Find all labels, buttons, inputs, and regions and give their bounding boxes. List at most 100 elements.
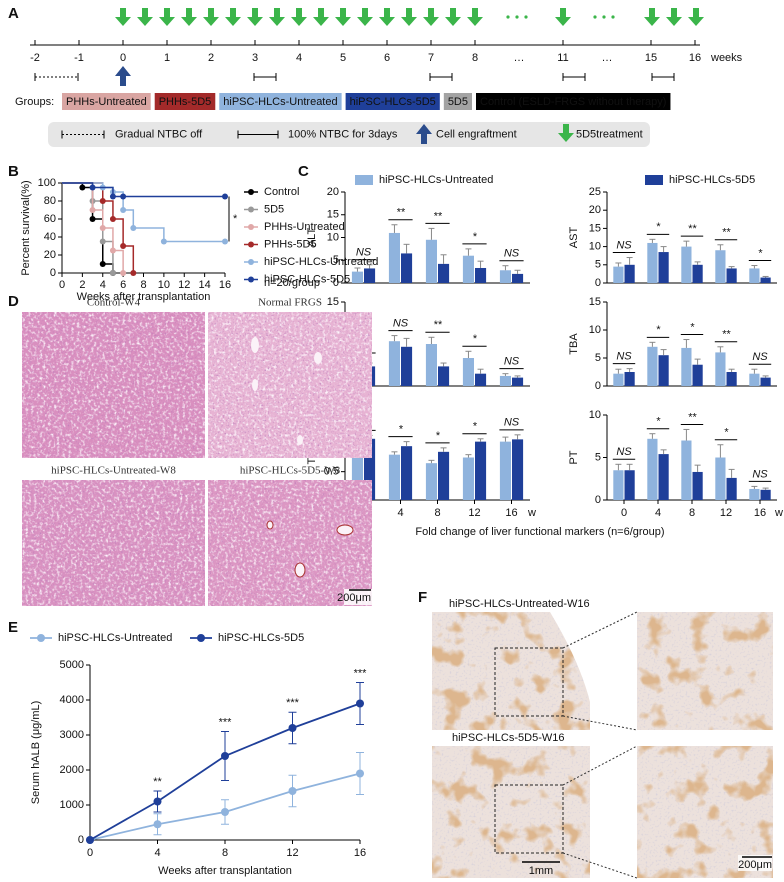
- x-tick-label: 8: [689, 507, 695, 519]
- week-label: …: [602, 52, 613, 64]
- significance: *: [656, 416, 661, 428]
- bar: [715, 457, 726, 500]
- week-label: 15: [645, 52, 657, 64]
- week-label: 7: [428, 52, 434, 64]
- legend-label: hiPSC-HLCs-5D5: [218, 632, 304, 644]
- significance: *: [724, 427, 729, 439]
- legend-marker: [248, 241, 254, 248]
- y-axis-label: ALT: [306, 228, 318, 248]
- significance: **: [433, 319, 442, 331]
- bar: [401, 253, 413, 283]
- x-tick-label: 12: [178, 279, 190, 291]
- vessel: [297, 435, 303, 445]
- group-box: [62, 93, 151, 110]
- x-axis-label: Weeks after transplantation: [158, 865, 292, 877]
- vessel: [314, 352, 322, 364]
- survival-point: [109, 247, 116, 254]
- bar: [438, 451, 450, 500]
- point: [356, 769, 364, 778]
- image-caption: Control-W4: [87, 297, 141, 309]
- bar: [760, 277, 771, 283]
- significance: **: [433, 210, 442, 222]
- bar: [425, 463, 437, 500]
- y-tick-label: 15: [589, 296, 601, 308]
- bar: [438, 263, 450, 283]
- significance: **: [688, 223, 697, 235]
- zoom-box: [494, 647, 564, 717]
- point: [153, 797, 162, 806]
- x-tick-label: 4: [397, 507, 403, 519]
- significance: *: [758, 247, 763, 259]
- bar: [658, 355, 669, 386]
- bar: [681, 347, 692, 386]
- scale-bg: [738, 855, 772, 871]
- x-tick-label: 14: [199, 279, 211, 291]
- significance: **: [396, 207, 405, 219]
- week-unit: weeks: [710, 52, 743, 64]
- significance: NS: [616, 239, 632, 251]
- legend-label: hiPSC-HLCs-Untreated: [264, 256, 378, 268]
- week-label: 2: [208, 52, 214, 64]
- legend-label: hiPSC-HLCs-Untreated: [58, 632, 172, 644]
- group-box: [219, 93, 342, 110]
- survival-point: [120, 207, 127, 213]
- panel-label: A: [8, 5, 19, 22]
- significance: *: [435, 430, 440, 442]
- tissue-texture: [22, 480, 205, 606]
- bar: [726, 372, 737, 386]
- bar: [475, 373, 487, 386]
- week-label: 5: [340, 52, 346, 64]
- zoom-line: [562, 852, 638, 879]
- x-axis-label: Fold change of liver functional markers …: [415, 526, 664, 538]
- x-tick-label: 4: [655, 507, 661, 519]
- y-axis-label: PT: [568, 450, 580, 464]
- bar: [462, 457, 474, 500]
- bar: [658, 252, 669, 283]
- y-tick-label: 10: [589, 324, 601, 336]
- stain-texture: [432, 746, 590, 878]
- y-tick-label: 0: [50, 267, 56, 279]
- image-caption: hiPSC-HLCs-Untreated-W8: [51, 465, 176, 477]
- week-label: -2: [30, 52, 40, 64]
- bar: [658, 454, 669, 500]
- bar: [681, 440, 692, 500]
- y-tick-label: 5: [595, 451, 601, 463]
- treatment-arrow: [666, 8, 682, 26]
- image-caption: hiPSC-HLCs-5D5-W8: [240, 465, 341, 477]
- image-caption: Normal FRGS: [258, 297, 322, 309]
- survival-point: [109, 193, 116, 200]
- survival-point: [89, 184, 96, 191]
- treatment-arrow: [644, 8, 660, 26]
- group-label: Control (ESLD-FRGS without therapy): [480, 96, 666, 108]
- survival-point: [130, 225, 137, 231]
- scale-label: 200μm: [738, 859, 772, 871]
- bar: [760, 377, 771, 386]
- significance: *: [656, 221, 661, 233]
- legend-swatch: [355, 175, 373, 185]
- week-label: 8: [472, 52, 478, 64]
- y-tick-label: 20: [44, 249, 56, 261]
- significance: ***: [219, 716, 233, 728]
- group-box: [476, 93, 671, 110]
- y-tick-label: 20: [589, 204, 601, 216]
- significance: *: [690, 321, 695, 333]
- bar: [401, 446, 413, 500]
- image-caption: hiPSC-HLCs-5D5-W16: [452, 732, 564, 744]
- y-tick-label: 1000: [60, 799, 84, 811]
- engraftment-arrow: [115, 66, 131, 86]
- vessel: [336, 524, 354, 536]
- legend-label: hiPSC-HLCs-5D5: [264, 273, 350, 285]
- bar: [401, 346, 413, 386]
- ellipsis-dot: [506, 15, 510, 19]
- vessel: [266, 520, 274, 530]
- treatment-arrow: [203, 8, 219, 26]
- significance: NS: [504, 417, 520, 429]
- legend-text: Gradual NTBC off: [115, 128, 203, 140]
- y-tick-label: 10: [327, 231, 339, 243]
- y-tick-label: 15: [327, 296, 339, 308]
- y-tick-label: 10: [589, 409, 601, 421]
- legend-label: hiPSC-HLCs-Untreated: [379, 174, 493, 186]
- group-box: [154, 93, 216, 110]
- survival-point: [99, 238, 106, 245]
